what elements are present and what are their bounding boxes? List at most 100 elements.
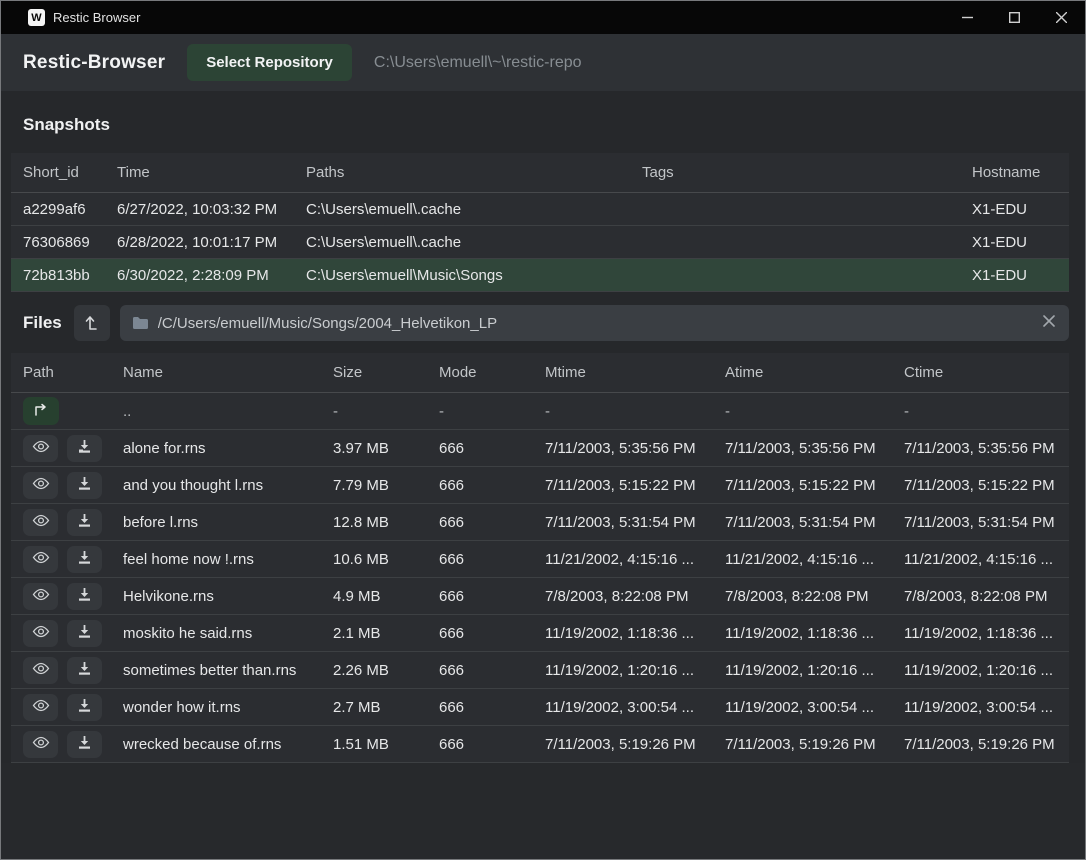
file-mode: 666 <box>439 513 465 531</box>
titlebar-left: W Restic Browser <box>1 9 944 26</box>
eye-icon <box>32 588 50 604</box>
file-mtime: 7/11/2003, 5:19:26 PM <box>545 735 696 753</box>
file-row[interactable]: alone for.rns 3.97 MB 666 7/11/2003, 5:3… <box>11 430 1069 467</box>
file-size: 1.51 MB <box>333 735 389 753</box>
file-mode: 666 <box>439 624 465 642</box>
files-table-header: Path Name Size Mode Mtime Atime Ctime <box>11 353 1069 393</box>
col-path: Path <box>23 364 54 381</box>
snapshot-short-id: a2299af6 <box>23 200 86 218</box>
snapshot-short-id: 72b813bb <box>23 266 90 284</box>
file-row[interactable]: Helvikone.rns 4.9 MB 666 7/8/2003, 8:22:… <box>11 578 1069 615</box>
download-file-button[interactable] <box>67 471 102 499</box>
file-name: feel home now !.rns <box>123 550 254 568</box>
eye-icon <box>32 662 50 678</box>
snapshot-row-selected[interactable]: 72b813bb 6/30/2022, 2:28:09 PM C:\Users\… <box>11 259 1069 292</box>
file-row[interactable]: before l.rns 12.8 MB 666 7/11/2003, 5:31… <box>11 504 1069 541</box>
download-file-button[interactable] <box>67 730 102 758</box>
file-mtime: 7/11/2003, 5:31:54 PM <box>545 513 696 531</box>
file-mtime: 11/21/2002, 4:15:16 ... <box>545 550 695 568</box>
preview-file-button[interactable] <box>23 619 58 647</box>
file-mtime: 11/19/2002, 1:18:36 ... <box>545 624 695 642</box>
file-ctime: 7/11/2003, 5:31:54 PM <box>904 513 1055 531</box>
file-name: before l.rns <box>123 513 199 531</box>
current-path-bar <box>119 305 1069 341</box>
file-mtime: - <box>545 402 550 420</box>
file-atime: 7/8/2003, 8:22:08 PM <box>725 587 869 605</box>
eye-icon <box>32 625 50 641</box>
preview-file-button[interactable] <box>23 730 58 758</box>
file-row[interactable]: wrecked because of.rns 1.51 MB 666 7/11/… <box>11 726 1069 763</box>
file-atime: - <box>725 402 730 420</box>
snapshot-hostname: X1-EDU <box>972 266 1028 284</box>
file-size: - <box>333 402 338 420</box>
preview-file-button[interactable] <box>23 582 58 610</box>
snapshot-time: 6/30/2022, 2:28:09 PM <box>117 266 269 284</box>
file-size: 12.8 MB <box>333 513 389 531</box>
col-atime: Atime <box>725 364 764 381</box>
download-file-button[interactable] <box>67 545 102 573</box>
snapshot-row[interactable]: 76306869 6/28/2022, 10:01:17 PM C:\Users… <box>11 226 1069 259</box>
file-row[interactable]: feel home now !.rns 10.6 MB 666 11/21/20… <box>11 541 1069 578</box>
file-ctime: 11/21/2002, 4:15:16 ... <box>904 550 1054 568</box>
file-row[interactable]: and you thought l.rns 7.79 MB 666 7/11/2… <box>11 467 1069 504</box>
file-size: 2.1 MB <box>333 624 381 642</box>
up-directory-button[interactable] <box>73 305 110 341</box>
window-title: Restic Browser <box>53 10 141 25</box>
folder-icon <box>132 316 149 330</box>
close-button[interactable] <box>1038 1 1085 34</box>
preview-file-button[interactable] <box>23 656 58 684</box>
download-icon <box>77 513 92 531</box>
download-file-button[interactable] <box>67 582 102 610</box>
file-size: 10.6 MB <box>333 550 389 568</box>
eye-icon <box>32 514 50 530</box>
app-header: Restic-Browser Select Repository C:\User… <box>1 34 1085 91</box>
preview-file-button[interactable] <box>23 545 58 573</box>
download-file-button[interactable] <box>67 693 102 721</box>
file-atime: 7/11/2003, 5:15:22 PM <box>725 476 876 494</box>
files-heading: Files <box>23 313 62 332</box>
select-repository-button[interactable]: Select Repository <box>187 44 352 81</box>
download-file-button[interactable] <box>67 619 102 647</box>
go-up-button[interactable] <box>23 397 59 425</box>
file-size: 3.97 MB <box>333 439 389 457</box>
col-ctime: Ctime <box>904 364 944 381</box>
preview-file-button[interactable] <box>23 508 58 536</box>
path-input[interactable] <box>157 314 1032 332</box>
file-row[interactable]: moskito he said.rns 2.1 MB 666 11/19/200… <box>11 615 1069 652</box>
file-atime: 7/11/2003, 5:19:26 PM <box>725 735 876 753</box>
preview-file-button[interactable] <box>23 471 58 499</box>
snapshot-row[interactable]: a2299af6 6/27/2022, 10:03:32 PM C:\Users… <box>11 193 1069 226</box>
download-icon <box>77 735 92 753</box>
download-file-button[interactable] <box>67 434 102 462</box>
file-name: and you thought l.rns <box>123 476 264 494</box>
file-atime: 11/21/2002, 4:15:16 ... <box>725 550 875 568</box>
file-ctime: 11/19/2002, 1:18:36 ... <box>904 624 1054 642</box>
clear-path-button[interactable] <box>1041 314 1057 332</box>
minimize-button[interactable] <box>944 1 991 34</box>
snapshot-time: 6/28/2022, 10:01:17 PM <box>117 233 278 251</box>
col-time: Time <box>117 164 150 181</box>
file-ctime: 11/19/2002, 3:00:54 ... <box>904 698 1054 716</box>
file-ctime: 7/8/2003, 8:22:08 PM <box>904 587 1048 605</box>
file-row[interactable]: wonder how it.rns 2.7 MB 666 11/19/2002,… <box>11 689 1069 726</box>
file-name: wonder how it.rns <box>123 698 241 716</box>
snapshot-paths: C:\Users\emuell\.cache <box>306 200 462 218</box>
col-tags: Tags <box>642 164 674 181</box>
file-row[interactable]: sometimes better than.rns 2.26 MB 666 11… <box>11 652 1069 689</box>
preview-file-button[interactable] <box>23 434 58 462</box>
eye-icon <box>32 477 50 493</box>
download-file-button[interactable] <box>67 656 102 684</box>
close-icon <box>1043 314 1055 331</box>
app-title: Restic-Browser <box>23 51 166 73</box>
maximize-button[interactable] <box>991 1 1038 34</box>
parent-directory-row[interactable]: .. - - - - - <box>11 393 1069 430</box>
preview-file-button[interactable] <box>23 693 58 721</box>
download-file-button[interactable] <box>67 508 102 536</box>
file-size: 2.7 MB <box>333 698 381 716</box>
download-icon <box>77 624 92 642</box>
download-icon <box>77 661 92 679</box>
eye-icon <box>32 736 50 752</box>
download-icon <box>77 550 92 568</box>
eye-icon <box>32 699 50 715</box>
snapshot-hostname: X1-EDU <box>972 200 1028 218</box>
